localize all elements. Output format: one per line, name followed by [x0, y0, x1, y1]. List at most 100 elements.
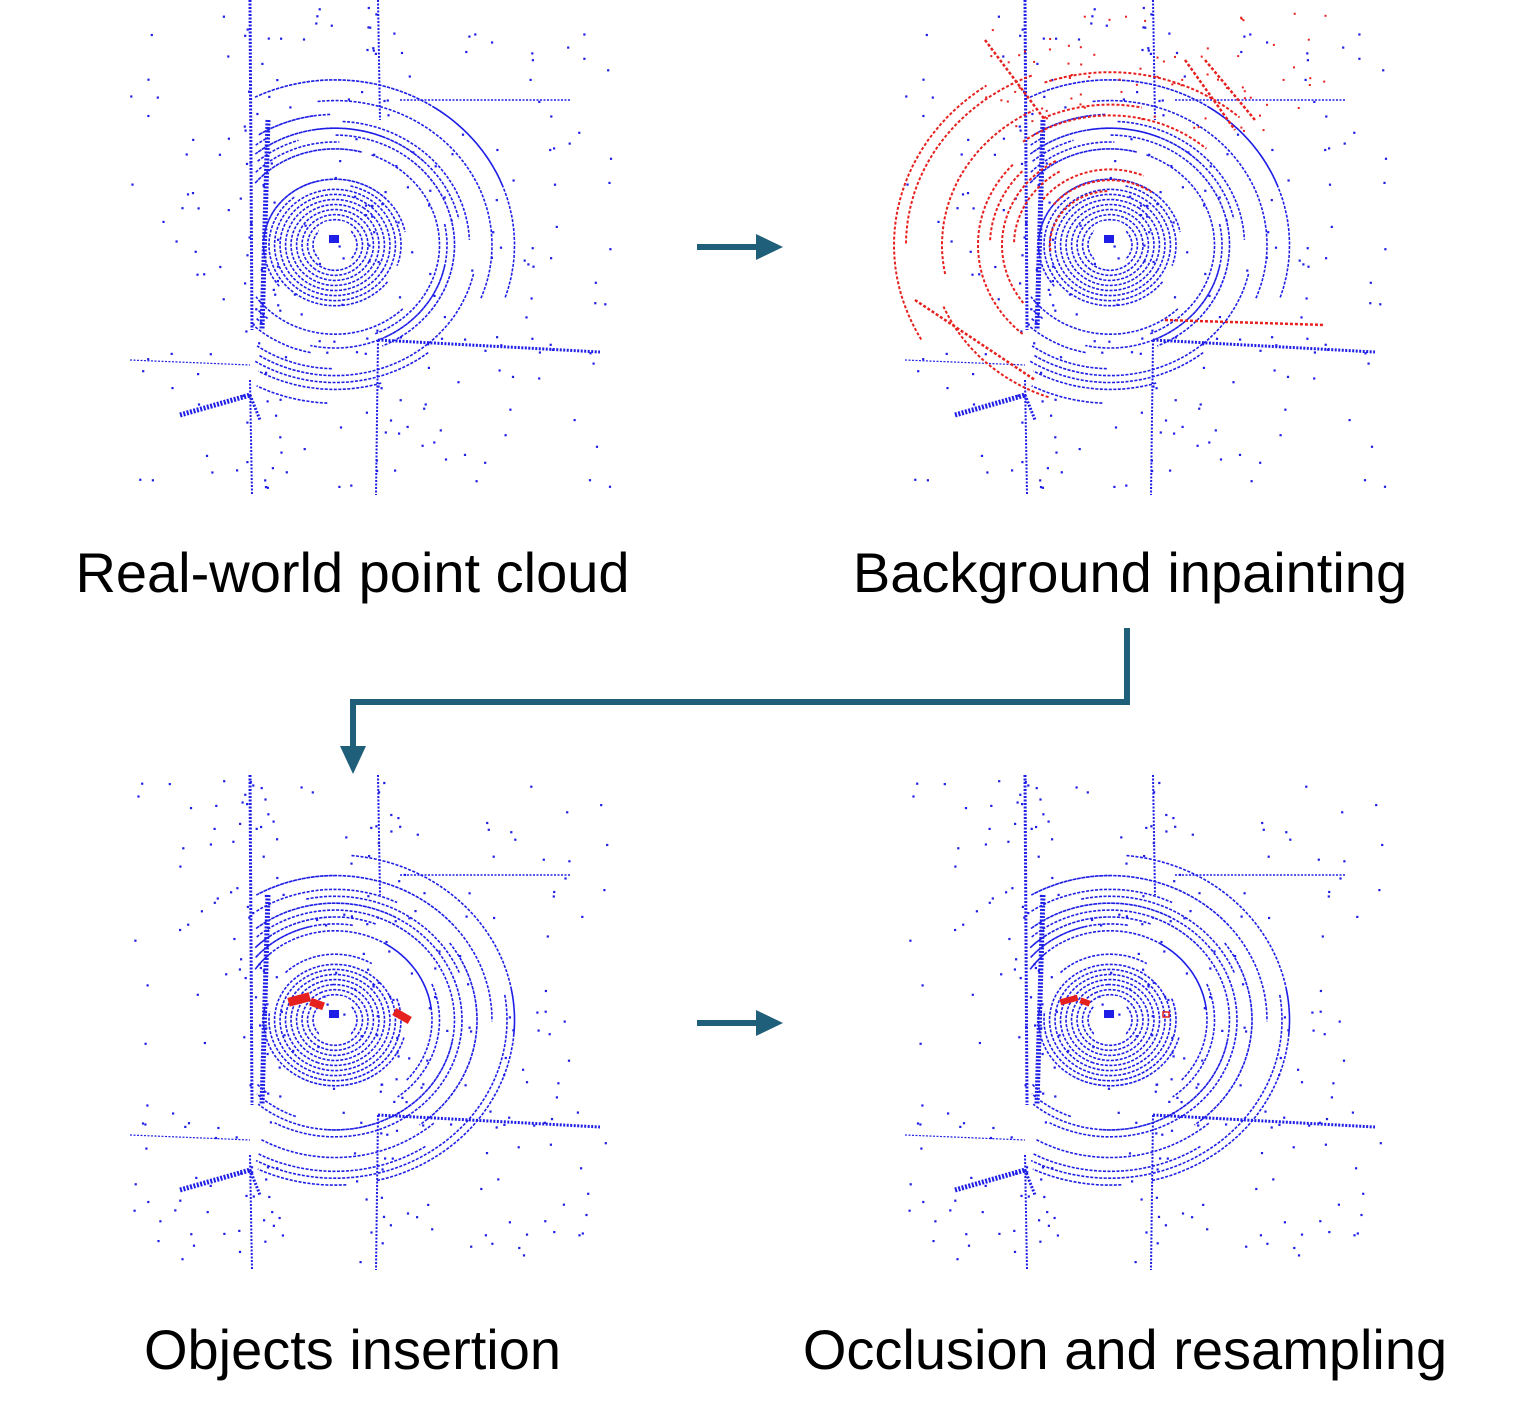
point: [157, 1240, 160, 1243]
point: [174, 1209, 177, 1212]
point: [1064, 106, 1067, 109]
scan-ring: [1030, 902, 1238, 1138]
point: [1353, 1234, 1356, 1237]
point: [252, 1195, 255, 1198]
point: [389, 419, 393, 422]
point: [1381, 843, 1384, 847]
point: [1024, 1084, 1027, 1087]
point: [1260, 1152, 1264, 1155]
point: [500, 344, 503, 347]
point: [1324, 148, 1327, 152]
point: [1238, 453, 1242, 456]
road-edge: [129, 359, 251, 366]
point: [1176, 1096, 1179, 1099]
point: [1086, 791, 1089, 794]
point: [420, 1086, 423, 1089]
inpainted-edge: [914, 298, 1036, 382]
point: [1142, 6, 1145, 10]
point: [386, 99, 389, 102]
point: [1039, 798, 1042, 801]
point: [1165, 813, 1168, 817]
point: [222, 15, 225, 18]
point: [1049, 293, 1052, 296]
point: [385, 940, 388, 944]
point: [1259, 349, 1262, 352]
point: [248, 916, 251, 919]
point: [1037, 969, 1040, 972]
point: [187, 923, 190, 926]
point: [373, 231, 376, 234]
point: [1318, 1121, 1321, 1124]
inpainted-point: [1180, 84, 1183, 87]
point: [428, 204, 431, 207]
point: [1351, 1111, 1354, 1114]
point: [522, 1068, 525, 1071]
point: [1208, 441, 1211, 444]
point: [921, 1104, 924, 1107]
point: [240, 958, 243, 961]
point: [1319, 1010, 1322, 1013]
ego-sensor: [1104, 235, 1114, 243]
point: [366, 337, 369, 340]
point: [931, 96, 934, 99]
point: [512, 179, 515, 182]
point: [544, 1220, 547, 1223]
point: [964, 807, 968, 810]
inpainted-point: [1014, 90, 1017, 93]
point: [342, 1111, 345, 1114]
point: [594, 302, 597, 305]
point: [1218, 196, 1221, 199]
point: [988, 827, 991, 830]
point: [406, 1212, 410, 1215]
point: [1025, 1166, 1029, 1169]
point: [343, 1013, 346, 1016]
point: [159, 1220, 162, 1223]
point: [1055, 1010, 1058, 1013]
point: [251, 1171, 254, 1174]
point: [131, 183, 134, 186]
point: [242, 394, 245, 397]
point: [1150, 13, 1153, 16]
point: [280, 37, 283, 40]
point: [1287, 179, 1290, 182]
point: [1108, 340, 1111, 343]
point: [499, 246, 503, 249]
point: [1152, 981, 1155, 984]
point: [304, 224, 307, 227]
scan-ring: [1029, 351, 1204, 384]
inpainted-point: [1153, 115, 1156, 118]
point: [1169, 469, 1172, 472]
point: [1058, 1034, 1061, 1037]
point: [1153, 791, 1156, 794]
point: [250, 1026, 253, 1029]
inserted-object: [392, 1008, 412, 1024]
point: [137, 795, 140, 798]
scan-ring: [306, 993, 364, 1047]
point: [362, 952, 365, 955]
point: [410, 972, 413, 975]
scan-ring: [1029, 79, 1291, 299]
point: [925, 33, 928, 37]
point: [403, 873, 407, 876]
point: [917, 370, 920, 373]
point: [553, 1231, 556, 1234]
point: [1141, 923, 1144, 926]
inpainted-edge: [1164, 318, 1326, 327]
scan-ring: [273, 188, 397, 302]
point: [350, 484, 353, 487]
point: [525, 1233, 529, 1236]
point: [367, 26, 370, 29]
scan-ring: [262, 953, 405, 1087]
inpainted-point: [1171, 83, 1174, 86]
inpainted-point: [1240, 17, 1243, 20]
point: [433, 441, 436, 444]
point: [1140, 1198, 1143, 1201]
inpainted-point: [1139, 67, 1142, 70]
point: [495, 199, 498, 202]
point: [371, 204, 374, 208]
resampled-object: [1079, 997, 1091, 1007]
point: [555, 1096, 558, 1099]
point: [373, 153, 376, 156]
road-edge: [129, 1134, 251, 1141]
point: [549, 148, 552, 152]
